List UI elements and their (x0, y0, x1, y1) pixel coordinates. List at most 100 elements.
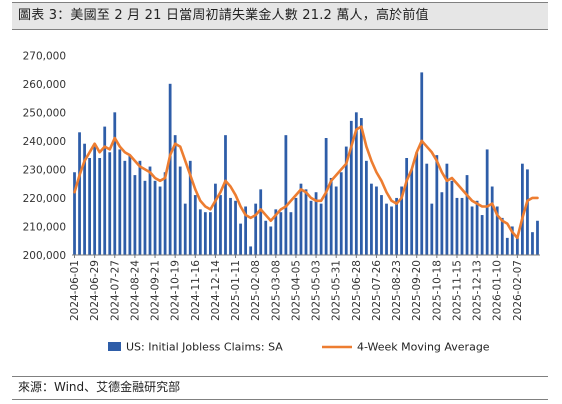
claims-bar (455, 197, 459, 255)
y-tick-label: 210,000 (23, 221, 66, 233)
claims-bar (93, 146, 97, 255)
claims-bar (103, 126, 107, 255)
legend-line-label: 4-Week Moving Average (357, 341, 490, 354)
x-tick-label: 2025-10-18 (431, 260, 443, 321)
claims-bar (375, 186, 378, 255)
claims-bar (193, 195, 197, 255)
x-tick-label: 2025-09-20 (411, 260, 423, 321)
claims-bar (128, 155, 132, 255)
x-tick-label: 2026-01-10 (492, 260, 504, 321)
claims-bar (269, 226, 273, 255)
x-tick-label: 2025-07-26 (371, 260, 383, 321)
claims-bar (526, 169, 529, 255)
claims-bar (284, 135, 288, 255)
claims-bar (83, 143, 86, 255)
claims-bar (470, 206, 474, 255)
line-layer (73, 125, 539, 240)
claims-bar (380, 195, 383, 255)
claims-bar (168, 83, 172, 255)
claims-bar (234, 200, 237, 255)
x-tick-label: 2025-03-08 (270, 260, 282, 321)
claims-bar (440, 192, 444, 255)
x-tick-label: 2025-11-15 (451, 260, 463, 321)
claims-bar (173, 135, 177, 255)
claims-bar (319, 203, 323, 255)
claims-bar (239, 223, 242, 255)
claims-bar (158, 186, 162, 255)
claims-bar (500, 217, 504, 255)
claims-bar (203, 212, 207, 255)
claims-bar (405, 157, 409, 255)
chart-figure: 圖表 3：美國至 2 月 21 日當周初請失業金人數 21.2 萬人，高於前值 … (12, 2, 548, 400)
y-tick-label: 230,000 (23, 164, 66, 176)
x-tick-label: 2024-11-16 (190, 260, 202, 321)
claims-bar (475, 200, 479, 255)
claims-bar (259, 189, 263, 255)
claims-bar (178, 166, 182, 255)
x-tick-label: 2024-10-19 (170, 260, 182, 321)
claims-bar (88, 157, 91, 255)
claims-bar (490, 186, 494, 255)
claims-bar (495, 206, 499, 255)
claims-bar (420, 72, 424, 255)
x-tick-label: 2025-08-23 (391, 260, 403, 321)
claims-bar (274, 209, 278, 255)
x-tick-label: 2024-07-27 (109, 260, 121, 321)
claims-bar (294, 197, 298, 255)
claims-bar (450, 180, 454, 255)
claims-bar (324, 138, 328, 255)
claims-bar (113, 112, 117, 255)
y-tick-label: 220,000 (23, 193, 66, 205)
claims-bar (334, 186, 338, 255)
claims-bar (183, 203, 187, 255)
claims-bar (521, 163, 524, 255)
claims-bar (365, 160, 368, 255)
claims-bar (314, 192, 318, 255)
y-axis: 200,000 210,000 220,000 230,000 240,000 250,0… (23, 50, 66, 262)
claims-bar (299, 183, 303, 255)
claims-bar (264, 220, 268, 255)
chart-title: 圖表 3：美國至 2 月 21 日當周初請失業金人數 21.2 萬人，高於前值 (18, 8, 429, 23)
claims-bar (163, 172, 167, 255)
claims-bar (430, 203, 434, 255)
legend-bar-label: US: Initial Jobless Claims: SA (126, 341, 283, 354)
claims-bar (289, 212, 293, 255)
claims-bar (510, 226, 514, 255)
claims-bar (309, 200, 313, 255)
claims-bar (209, 212, 212, 255)
x-tick-label: 2025-04-05 (290, 260, 302, 321)
x-tick-label: 2025-02-08 (250, 260, 262, 321)
legend: US: Initial Jobless Claims: SA 4-Week Mov… (108, 341, 490, 354)
claims-bar (98, 157, 102, 255)
x-tick-label: 2024-06-29 (89, 260, 101, 321)
source-note: 來源：Wind、艾德金融研究部 (18, 380, 181, 394)
claims-bar (390, 206, 393, 255)
claims-bar (133, 175, 137, 255)
claims-bar (118, 149, 122, 255)
claims-bar (460, 197, 464, 255)
claims-bar (304, 189, 308, 255)
x-tick-label: 2024-09-21 (150, 260, 162, 321)
legend-bar-swatch (108, 342, 121, 351)
title-bar: 圖表 3：美國至 2 月 21 日當周初請失業金人數 21.2 萬人，高於前值 (12, 2, 548, 30)
claims-bar (148, 166, 152, 255)
claims-bar (385, 203, 388, 255)
claims-bar (219, 195, 222, 255)
claims-bar (415, 152, 419, 255)
x-tick-label: 2024-08-24 (129, 260, 141, 321)
claims-bar (370, 183, 373, 255)
chart-svg: 200,000 210,000 220,000 230,000 240,000 250,0… (23, 50, 540, 354)
claims-bar (254, 203, 258, 255)
claims-bar (354, 112, 358, 255)
claims-bar (445, 163, 449, 255)
moving-average-line (73, 125, 539, 240)
source-bar: 來源：Wind、艾德金融研究部 (12, 376, 548, 400)
claims-bar (229, 197, 232, 255)
claims-bar (78, 132, 81, 255)
claims-bar (485, 149, 489, 255)
x-tick-label: 2025-05-03 (311, 260, 323, 321)
claims-bar (249, 246, 253, 255)
claims-bar (188, 160, 192, 255)
claims-bar (198, 209, 202, 255)
claims-bar (400, 186, 403, 255)
